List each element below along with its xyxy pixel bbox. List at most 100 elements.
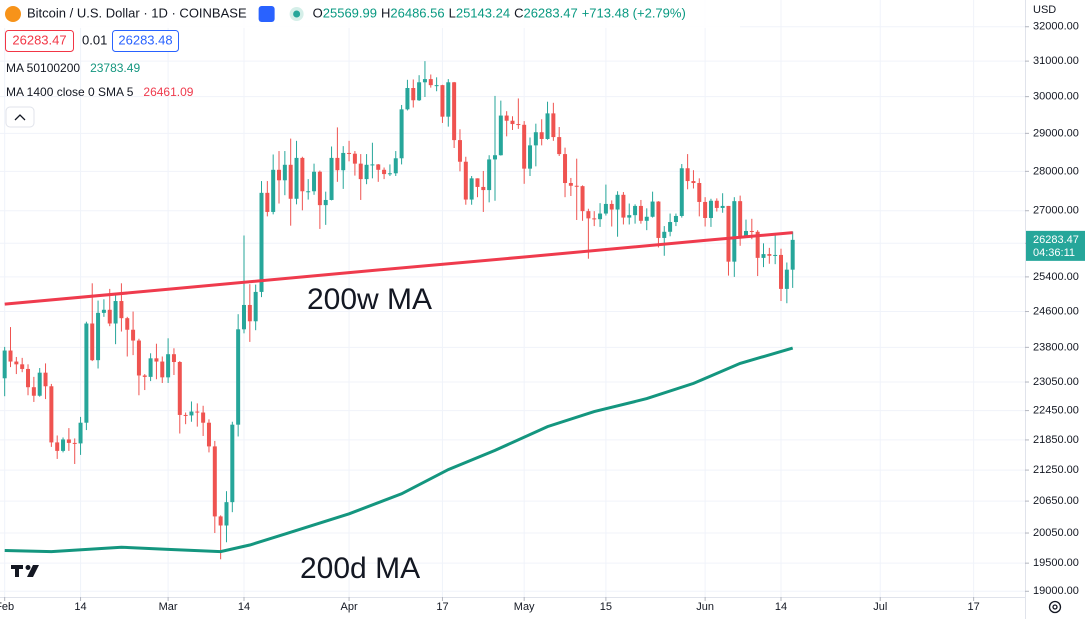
candle-body: [469, 178, 474, 200]
candle-body: [656, 201, 661, 238]
candle-body: [195, 411, 200, 413]
y-tick-label: 20050.00: [1033, 527, 1079, 539]
candle-body: [761, 254, 766, 258]
candle-body: [767, 254, 772, 256]
candle-body: [498, 115, 503, 156]
candle-body: [738, 201, 743, 238]
y-tick-label: 20650.00: [1033, 495, 1079, 507]
candle-body: [253, 291, 258, 322]
candle-body: [428, 79, 433, 86]
candle-body: [265, 192, 270, 212]
candle-body: [673, 215, 678, 223]
candle-body: [347, 152, 352, 154]
candle-body: [615, 194, 620, 210]
ask: 26283.48: [118, 32, 172, 47]
candle-body: [533, 132, 538, 146]
ohlc-value: 25569.99: [323, 5, 377, 20]
ma-legend-value: 23783.49: [90, 61, 140, 75]
x-tick-label: Mar: [159, 601, 178, 613]
y-tick-label: 30000.00: [1033, 91, 1079, 103]
candle-body: [224, 502, 229, 526]
ohlc-value: 26283.47: [523, 5, 577, 20]
candle-body: [452, 82, 457, 141]
candle-body: [31, 387, 36, 396]
candle-body: [364, 164, 369, 180]
collapse-button[interactable]: [5, 106, 35, 128]
candle-body: [779, 254, 784, 289]
candle-body: [644, 216, 649, 221]
candle-body: [189, 411, 194, 416]
candle-body: [341, 152, 346, 171]
candle-body: [685, 168, 690, 182]
candle-body: [568, 183, 573, 186]
candle-body: [539, 132, 544, 139]
candle-body: [166, 354, 171, 378]
spread: 0.01: [82, 32, 107, 47]
candle-body: [720, 205, 725, 208]
time-axis: Feb 14 Mar 14 Apr 17 May 15 Jun 14 Jul 17: [0, 597, 980, 613]
candle-body: [638, 205, 643, 221]
x-tick-label: Apr: [340, 601, 357, 613]
last-price-label: 26283.47: [1033, 234, 1079, 246]
candle-body: [171, 354, 176, 363]
ohlc-value: 26486.56: [390, 5, 444, 20]
candle-body: [697, 183, 702, 202]
candle-body: [312, 171, 317, 192]
candle-body: [61, 439, 66, 451]
candle-body: [522, 124, 527, 169]
x-tick-label: 15: [600, 601, 612, 613]
candle-body: [557, 137, 562, 155]
candle-body: [592, 218, 597, 220]
candle-body: [206, 422, 211, 447]
y-tick-label: 27000.00: [1033, 205, 1079, 217]
annotation: 200w MA: [307, 283, 432, 316]
candle-body: [650, 201, 655, 217]
candle-body: [633, 205, 638, 216]
candle-body: [376, 164, 381, 170]
candle-body: [743, 230, 748, 238]
candle-body: [323, 199, 328, 206]
candle-body: [201, 412, 206, 423]
currency-label: USD: [1033, 4, 1056, 16]
y-tick-label: 28000.00: [1033, 165, 1079, 177]
ma-line: [4, 346, 794, 554]
candle-body: [405, 88, 410, 110]
x-tick-label: 17: [968, 601, 980, 613]
candle-body: [177, 362, 182, 415]
x-tick-label: 14: [238, 601, 250, 613]
header: Bitcoin / U.S. Dollar · 1D · COINBASE O 25…: [0, 0, 740, 99]
candle-body: [259, 192, 264, 292]
ma-line: [4, 231, 793, 306]
x-tick-label: 14: [74, 601, 86, 613]
candle-body: [107, 309, 112, 324]
candle-body: [247, 304, 252, 322]
candle-body: [282, 164, 287, 181]
candle-body: [72, 442, 77, 444]
candle-body: [113, 301, 118, 324]
candle-body: [603, 203, 608, 214]
candle-body: [2, 350, 7, 379]
candle-body: [218, 516, 223, 526]
candle-body: [160, 361, 165, 378]
y-tick-label: 19500.00: [1033, 557, 1079, 569]
candle-body: [335, 157, 340, 171]
ma-legend-value: 26461.09: [143, 85, 193, 99]
ohlc-key: O: [313, 5, 323, 20]
candle-body: [586, 211, 591, 219]
candle-body: [78, 422, 83, 444]
settings-icon[interactable]: [1048, 600, 1062, 614]
candle-body: [329, 157, 334, 200]
candle-body: [621, 194, 626, 218]
x-tick-label: Jul: [873, 601, 887, 613]
y-tick-label: 24600.00: [1033, 305, 1079, 317]
candle-body: [609, 203, 614, 210]
ohlc-value: 25143.24: [456, 5, 510, 20]
ask-box: [112, 30, 179, 52]
x-tick-label: May: [514, 601, 535, 613]
candle-body: [148, 358, 153, 377]
candle-body: [49, 386, 54, 443]
ma-legend-name: MA 1400 close 0 SMA 5: [6, 85, 134, 99]
change: +713.48 (+2.79%): [582, 5, 686, 20]
flag-icon: [258, 6, 275, 22]
